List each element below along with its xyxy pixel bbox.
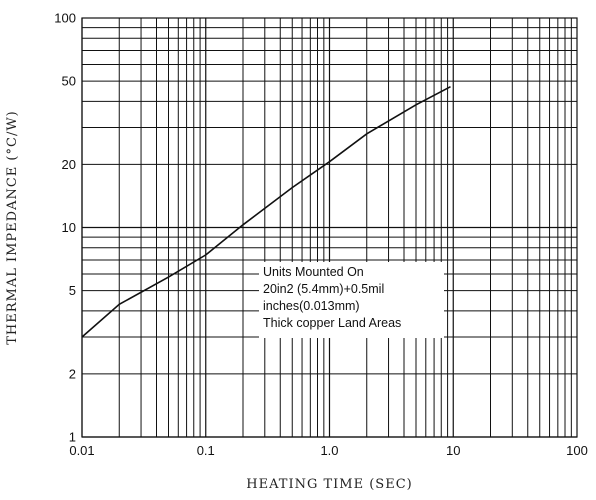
- y-tick-label: 50: [62, 74, 76, 89]
- x-tick-label: 0.1: [197, 443, 215, 458]
- annotation-line: 20in2 (5.4mm)+0.5mil: [263, 282, 384, 296]
- x-axis-label: HEATING TIME (SEC): [246, 477, 412, 492]
- grid: [81, 18, 577, 438]
- y-tick-label: 5: [69, 283, 76, 298]
- annotation-line: Thick copper Land Areas: [263, 316, 401, 330]
- y-tick-label: 20: [62, 157, 76, 172]
- series-line: [81, 85, 451, 338]
- y-tick-label: 100: [54, 11, 76, 26]
- annotation-box: Units Mounted On 20in2 (5.4mm)+0.5mil inch…: [259, 262, 444, 338]
- x-tick-label: 1.0: [320, 443, 338, 458]
- annotation-background: [259, 262, 444, 338]
- y-tick-label: 1: [69, 430, 76, 445]
- x-tick-label: 0.01: [69, 443, 94, 458]
- x-tick-label: 100: [566, 443, 588, 458]
- y-axis-label: THERMAL IMPEDANCE (°C/W): [5, 110, 20, 345]
- y-tick-label: 2: [69, 366, 76, 381]
- annotation-line: inches(0.013mm): [263, 299, 360, 313]
- plot-frame: [81, 17, 578, 438]
- annotation-line: Units Mounted On: [263, 265, 364, 279]
- tick-labels: 0.01 0.1 1.0 10 100 1 2 5 10 20 50 100: [54, 11, 588, 459]
- x-tick-label: 10: [446, 443, 460, 458]
- y-tick-label: 10: [62, 220, 76, 235]
